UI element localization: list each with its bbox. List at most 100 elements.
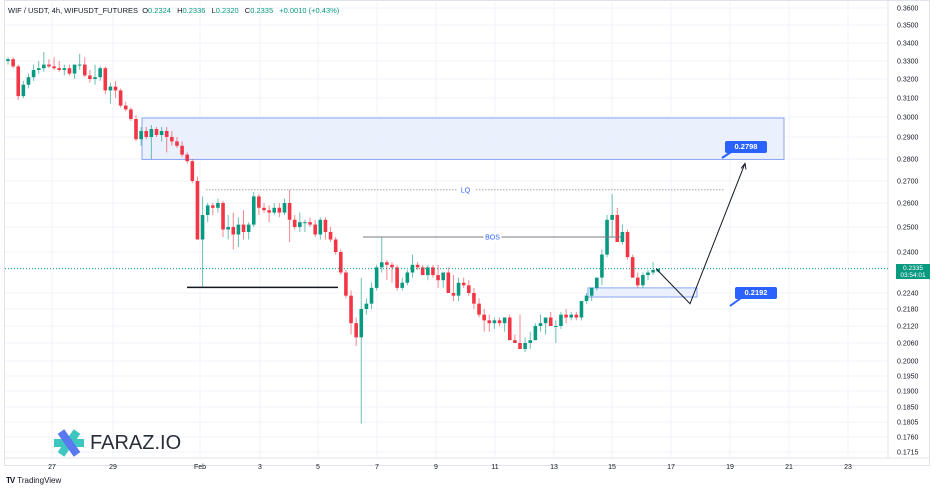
bear-candle — [344, 272, 348, 296]
bear-candle — [144, 131, 149, 137]
bear-candle — [154, 129, 159, 135]
bull-candle — [251, 196, 256, 225]
price-tick-label: 0.2180 — [897, 307, 919, 314]
bear-candle — [431, 267, 435, 276]
price-axis[interactable]: 0.3600 0.3500 0.3400 0.3300 0.3200 0.3100 0.30… — [897, 6, 919, 457]
bull-candle — [108, 86, 113, 91]
price-tick-label: 0.2500 — [897, 225, 919, 232]
bear-candle — [349, 295, 353, 324]
bull-candle — [216, 203, 220, 208]
bear-candle — [83, 64, 87, 76]
bull-candle — [31, 70, 36, 78]
bull-candle — [246, 224, 251, 232]
time-axis[interactable]: 27 29 Feb 3 5 7 9 11 13 15 17 19 21 23 — [48, 464, 852, 471]
lq-label: LQ — [461, 187, 471, 194]
bear-candle — [175, 141, 179, 146]
bear-candle — [241, 224, 246, 232]
faraz-brand-text: FARAZ.IO — [90, 431, 182, 454]
bear-candle — [123, 105, 128, 110]
bear-candle — [231, 227, 236, 235]
bear-candle — [507, 317, 512, 341]
bear-candle — [339, 252, 343, 273]
bull-candle — [226, 227, 230, 230]
bear-candle — [477, 303, 481, 315]
bull-candle — [426, 267, 430, 276]
retest-price-callout[interactable]: 0.2192 — [735, 287, 777, 299]
price-tick-label: 0.2800 — [897, 157, 919, 164]
bull-candle — [579, 301, 584, 318]
price-tick-label: 0.1950 — [897, 374, 919, 381]
bear-candle — [195, 181, 200, 240]
bull-candle — [533, 326, 538, 341]
price-tick-label: 0.3400 — [897, 41, 919, 48]
bear-candle — [308, 222, 312, 225]
target-price-callout[interactable]: 0.2798 — [725, 141, 767, 153]
faraz-logo: FARAZ.IO — [52, 428, 181, 458]
bull-candle — [139, 131, 143, 140]
bear-candle — [630, 257, 635, 278]
bear-candle — [118, 90, 123, 106]
price-tick-label: 0.2120 — [897, 324, 919, 331]
bear-candle — [88, 75, 92, 79]
price-tick-label: 0.1715 — [897, 450, 919, 457]
bear-candle — [323, 219, 328, 232]
bear-candle — [16, 66, 21, 97]
bull-candle — [318, 219, 323, 235]
price-tick-label: 0.3300 — [897, 59, 919, 66]
symbol-title: WIF / USDT, 4h, WIFUSDT_FUTURES — [8, 6, 139, 15]
tradingview-text: TradingView — [17, 476, 62, 485]
tradingview-attribution[interactable]: TV TradingView — [6, 476, 61, 485]
time-tick-label: 23 — [844, 464, 852, 471]
price-tick-label: 0.3600 — [897, 6, 919, 13]
chart-frame — [4, 0, 930, 466]
bear-candle — [420, 267, 425, 276]
bull-candle — [21, 84, 26, 97]
bull-candle — [595, 277, 599, 288]
bull-candle — [405, 272, 410, 283]
bull-candle — [656, 268, 661, 272]
bull-candle — [646, 272, 650, 276]
price-tick-label: 0.2900 — [897, 135, 919, 142]
bear-candle — [390, 264, 394, 268]
price-tick-label: 0.2240 — [897, 291, 919, 298]
bear-candle — [635, 277, 640, 286]
open-key: O — [142, 6, 149, 15]
bull-candle — [400, 282, 405, 288]
bear-candle — [287, 203, 292, 220]
bear-candle — [615, 215, 620, 242]
bull-candle — [236, 224, 241, 235]
bull-candle — [205, 205, 210, 215]
bear-candle — [134, 119, 138, 140]
low-key: L — [211, 6, 216, 15]
open-value: 0.2324 — [148, 6, 171, 15]
low-value: 0.2320 — [215, 6, 239, 15]
price-tick-label: 0.1850 — [897, 405, 919, 412]
bear-candle — [461, 282, 466, 286]
bear-candle — [328, 232, 333, 240]
bear-candle — [513, 340, 517, 343]
bear-candle — [185, 154, 189, 162]
price-tick-label: 0.3000 — [897, 115, 919, 122]
bear-candle — [67, 68, 72, 74]
bull-candle — [651, 269, 655, 273]
price-tick-label: 0.1805 — [897, 420, 919, 427]
callout-pointer — [721, 151, 732, 159]
bull-candle — [600, 254, 604, 278]
bull-candle — [559, 314, 563, 326]
bull-candle — [410, 264, 415, 273]
bull-candle — [298, 222, 302, 227]
price-tick-label: 0.3200 — [897, 77, 919, 84]
bull-candle — [282, 203, 287, 213]
bear-candle — [129, 109, 133, 119]
bull-candle — [149, 129, 154, 137]
price-tick-label: 0.2700 — [897, 179, 919, 186]
bull-candle — [456, 282, 461, 296]
bear-candle — [354, 323, 358, 338]
bull-candle — [538, 323, 543, 326]
price-tick-label: 0.3500 — [897, 23, 919, 30]
bear-candle — [211, 205, 215, 208]
bull-candle — [369, 287, 374, 304]
time-tick-label: 7 — [375, 464, 379, 471]
bear-candle — [113, 86, 118, 91]
